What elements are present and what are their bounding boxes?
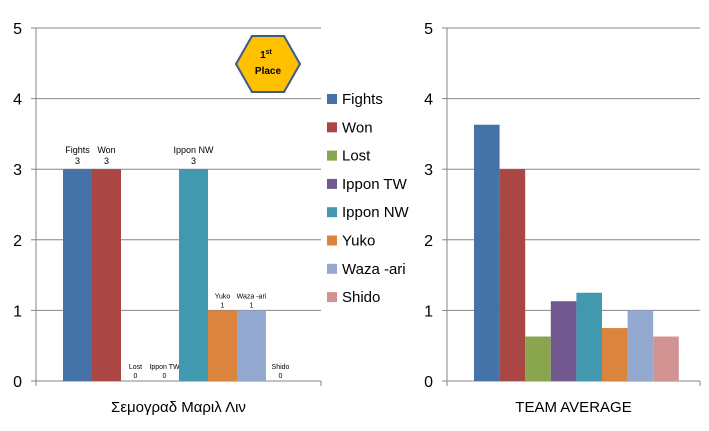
y-tick-label: 4	[424, 92, 433, 109]
y-tick-label: 5	[13, 21, 22, 38]
legend-item-label: Ippon NW	[342, 204, 410, 221]
data-label-value: 0	[163, 373, 167, 380]
data-label-value: 0	[134, 373, 138, 380]
bar-fights	[474, 124, 500, 382]
y-tick-label: 1	[424, 303, 433, 320]
data-label-value: 3	[75, 156, 80, 166]
bar-yuko	[602, 328, 628, 381]
data-label-value: 1	[250, 302, 254, 309]
legend-item-label: Fights	[342, 91, 383, 108]
data-label-name: Waza -ari	[237, 293, 267, 300]
data-label-value: 3	[104, 156, 109, 166]
bar-yuko	[208, 310, 237, 381]
bar-won	[92, 169, 121, 381]
y-tick-label: 4	[13, 92, 22, 109]
y-tick-label: 5	[424, 21, 433, 38]
y-tick-label: 3	[13, 162, 22, 179]
data-label-name: Shido	[272, 364, 290, 371]
bar-won	[499, 169, 526, 381]
legend-item-label: Waza -ari	[342, 261, 406, 278]
data-label-value: 3	[191, 156, 196, 166]
y-tick-label: 0	[424, 374, 433, 391]
data-label-name: Lost	[129, 364, 142, 371]
legend-swatch	[327, 292, 337, 303]
bar-fights	[63, 169, 92, 381]
legend-swatch	[327, 178, 337, 189]
legend-item-label: Won	[342, 119, 373, 136]
y-tick-label: 0	[13, 374, 22, 391]
legend-item-label: Yuko	[342, 233, 375, 250]
badge-word: Place	[255, 66, 282, 77]
badge-rank: 1st	[260, 49, 272, 61]
legend-swatch	[327, 263, 337, 274]
bar-lost	[525, 336, 551, 381]
bar-ippon-tw	[550, 301, 577, 381]
y-tick-label: 1	[13, 303, 22, 320]
data-label-name: Fights	[65, 145, 90, 155]
place-badge	[234, 35, 302, 93]
badge-number: 1	[260, 50, 266, 61]
legend-swatch	[327, 150, 337, 161]
legend-item-label: Shido	[342, 289, 380, 306]
badge-suffix: st	[266, 49, 273, 56]
data-label-name: Ippon NW	[173, 145, 214, 155]
legend-item-label: Lost	[342, 148, 371, 165]
x-axis-label: TEAM AVERAGE	[515, 399, 631, 416]
y-tick-label: 2	[424, 233, 433, 250]
bar-ippon-nw	[576, 292, 602, 381]
legend-swatch	[327, 122, 337, 133]
data-label-name: Ippon TW	[149, 364, 180, 371]
data-label-value: 1	[221, 302, 225, 309]
y-tick-label: 2	[13, 233, 22, 250]
bar-shido	[653, 336, 679, 381]
legend-swatch	[327, 207, 337, 218]
data-label-value: 0	[279, 373, 283, 380]
bar-waza-ari	[627, 310, 654, 381]
legend-swatch	[327, 235, 337, 246]
data-label-name: Won	[97, 145, 115, 155]
legend-item-label: Ippon TW	[342, 176, 408, 193]
bar-ippon-nw	[179, 169, 208, 381]
data-label-name: Yuko	[215, 293, 231, 300]
y-tick-label: 3	[424, 162, 433, 179]
x-axis-label: Σεμογραδ Μαριλ Λιν	[111, 399, 246, 416]
bar-waza-ari	[237, 310, 266, 381]
legend-swatch	[327, 94, 337, 104]
